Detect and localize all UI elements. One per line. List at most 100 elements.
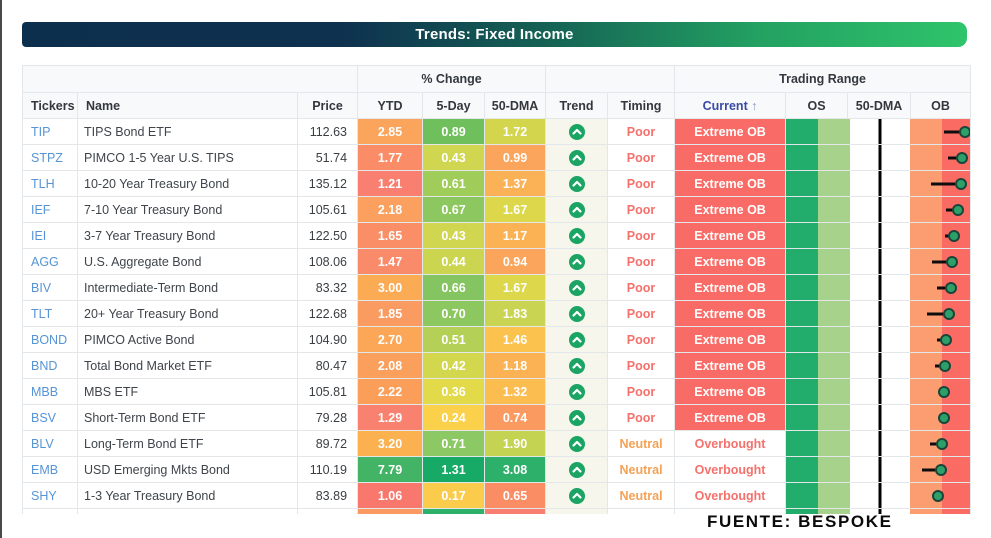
current-range-cell: Extreme OB	[674, 300, 787, 327]
ticker-link[interactable]: TIP	[31, 124, 51, 139]
timing-cell: Poor	[607, 222, 676, 249]
ticker-cell: EMB	[22, 456, 78, 483]
trend-up-icon	[568, 487, 585, 504]
position-dot	[936, 437, 949, 450]
gauge-band-ob-red	[942, 483, 970, 508]
trading-range-strip	[786, 353, 970, 378]
ticker-cell: BOND	[22, 326, 78, 353]
name-cell	[77, 508, 298, 514]
col-header-ob[interactable]: OB	[910, 92, 972, 119]
gauge-band-os-light-green	[817, 483, 851, 508]
trend-cell	[545, 508, 609, 514]
timing-cell: Poor	[607, 300, 676, 327]
position-dot	[937, 411, 950, 424]
col-header-current-sort[interactable]: Current ↑	[674, 92, 787, 119]
five-day-cell: 0.51	[422, 326, 486, 353]
trend-up-icon	[568, 279, 585, 296]
ytd-cell: 1.06	[357, 482, 424, 509]
timing-cell: Poor	[607, 274, 676, 301]
trend-cell	[545, 274, 609, 301]
ticker-link[interactable]: AGG	[31, 254, 59, 269]
price-cell: 89.72	[296, 430, 359, 457]
table-row: STPZ PIMCO 1-5 Year U.S. TIPS 51.74 1.77 0.4…	[22, 144, 972, 171]
name-cell: Short-Term Bond ETF	[77, 404, 298, 431]
trading-range-strip	[786, 223, 970, 248]
timing-cell: Poor	[607, 170, 676, 197]
gauge-band-os-light-green	[817, 327, 851, 352]
ticker-link[interactable]: TLH	[31, 176, 55, 191]
name-cell: 3-7 Year Treasury Bond	[77, 222, 298, 249]
trading-range-strip	[786, 145, 970, 170]
col-header-5day[interactable]: 5-Day	[422, 92, 486, 119]
dot-tail	[932, 260, 953, 263]
trend-up-icon	[568, 123, 585, 140]
five-day-cell: 0.24	[422, 404, 486, 431]
ticker-link[interactable]: BLV	[31, 436, 54, 451]
gauge-band-ob-orange	[910, 119, 943, 144]
position-dot	[938, 385, 951, 398]
ticker-link[interactable]: TLT	[31, 306, 53, 321]
ticker-link[interactable]: BIV	[31, 280, 52, 295]
ticker-link[interactable]: SHY	[31, 488, 57, 503]
trading-range-strip	[786, 301, 970, 326]
dot-tail	[936, 286, 951, 289]
dma50-cell: 1.90	[484, 430, 547, 457]
current-range-cell: Extreme OB	[674, 118, 787, 145]
col-header-trend[interactable]: Trend	[545, 92, 609, 119]
trading-range-gauge	[785, 326, 972, 353]
table-body: TIP TIPS Bond ETF 112.63 2.85 0.89 1.72 Poor Ex…	[22, 118, 972, 514]
ticker-link[interactable]: IEF	[31, 202, 51, 217]
dma-50-line	[878, 275, 882, 300]
ticker-cell: BLV	[22, 430, 78, 457]
dma50-cell: 1.83	[484, 300, 547, 327]
gauge-band-os-light-green	[817, 275, 851, 300]
dma-50-line	[878, 483, 882, 508]
dma-50-line	[878, 119, 882, 144]
position-dot	[946, 255, 959, 268]
sort-ascending-icon: ↑	[751, 98, 758, 113]
gauge-band-os-light-green	[817, 379, 851, 404]
gauge-band-os-light-green	[817, 249, 851, 274]
current-range-cell: Overbought	[674, 456, 787, 483]
gauge-band-os-light-green	[817, 431, 851, 456]
col-header-os[interactable]: OS	[785, 92, 849, 119]
ticker-link[interactable]: EMB	[31, 462, 59, 477]
col-header-ytd[interactable]: YTD	[357, 92, 424, 119]
ticker-link[interactable]: BOND	[31, 332, 68, 347]
col-header-timing[interactable]: Timing	[607, 92, 676, 119]
trading-range-gauge	[785, 196, 972, 223]
ticker-cell	[22, 508, 78, 514]
current-range-cell: Extreme OB	[674, 352, 787, 379]
table-row: TIP TIPS Bond ETF 112.63 2.85 0.89 1.72 Poor Ex…	[22, 118, 972, 145]
trading-range-gauge	[785, 300, 972, 327]
ticker-link[interactable]: STPZ	[31, 150, 63, 165]
trading-range-strip	[786, 379, 970, 404]
ticker-link[interactable]: IEI	[31, 228, 47, 243]
trend-cell	[545, 144, 609, 171]
ticker-link[interactable]: MBB	[31, 384, 59, 399]
ticker-cell: SHY	[22, 482, 78, 509]
dma-50-line	[878, 431, 882, 456]
dma-50-line	[878, 197, 882, 222]
gauge-band-ob-orange	[910, 405, 943, 430]
col-header-50dma-range[interactable]: 50-DMA	[847, 92, 912, 119]
col-header-price[interactable]: Price	[296, 92, 359, 119]
ticker-link[interactable]: BND	[31, 358, 58, 373]
dma-50-line	[878, 457, 882, 482]
position-dot	[932, 489, 945, 502]
ytd-cell: 2.18	[357, 196, 424, 223]
trading-range-gauge	[785, 222, 972, 249]
table-row: BND Total Bond Market ETF 80.47 2.08 0.42 1.1…	[22, 352, 972, 379]
trading-range-gauge	[785, 170, 972, 197]
current-range-cell: Extreme OB	[674, 274, 787, 301]
col-header-tickers[interactable]: Tickers	[22, 92, 78, 119]
ticker-link[interactable]: BSV	[31, 410, 57, 425]
col-header-name[interactable]: Name	[77, 92, 298, 119]
col-header-50dma[interactable]: 50-DMA	[484, 92, 547, 119]
name-cell: 20+ Year Treasury Bond	[77, 300, 298, 327]
ytd-cell: 7.79	[357, 456, 424, 483]
trend-cell	[545, 378, 609, 405]
five-day-cell: 0.71	[422, 430, 486, 457]
dma50-cell: 0.74	[484, 404, 547, 431]
gauge-band-os-light-green	[817, 119, 851, 144]
